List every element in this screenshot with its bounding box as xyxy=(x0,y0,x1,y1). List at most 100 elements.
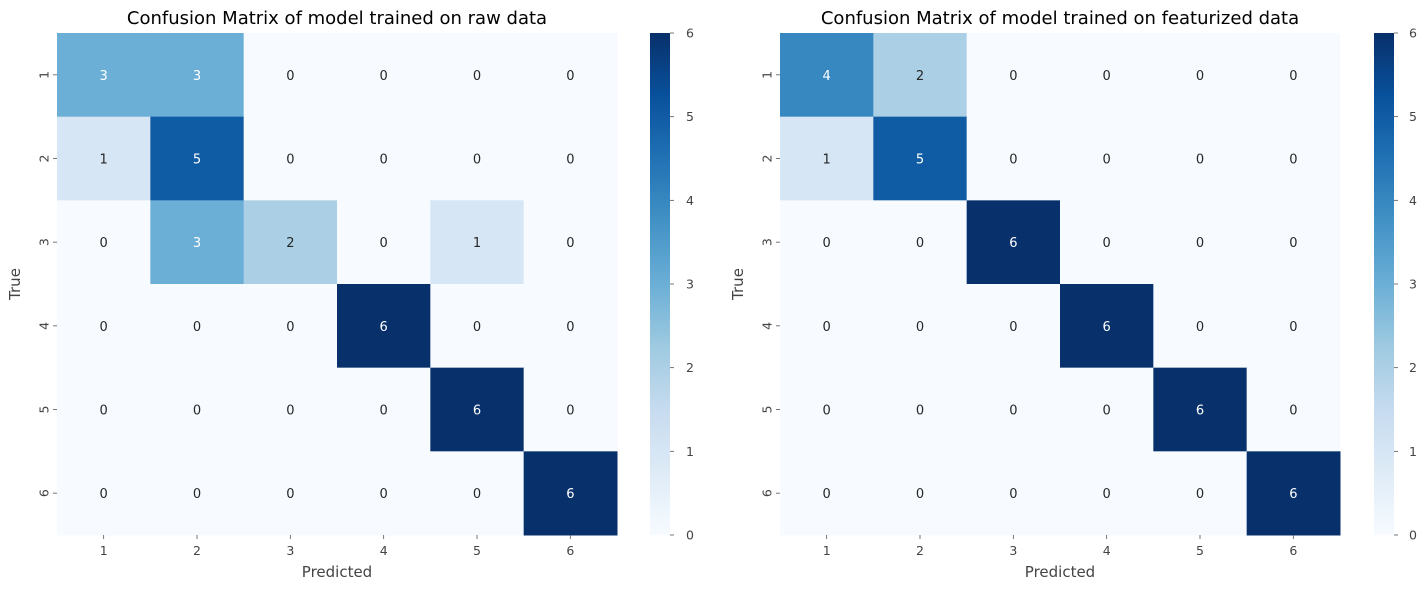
cell-value-label: 0 xyxy=(380,153,388,168)
cell-value-label: 0 xyxy=(916,404,924,419)
cell-value-label: 0 xyxy=(193,487,201,502)
heatmap-cell xyxy=(873,33,968,118)
colorbar-tick-label: 0 xyxy=(686,528,694,543)
heatmap-cell xyxy=(337,116,431,201)
heatmap-cell xyxy=(337,200,431,285)
cell-value-label: 3 xyxy=(193,236,201,251)
colorbar-tick-label: 1 xyxy=(686,444,694,459)
heatmap-cell xyxy=(337,367,431,452)
heatmap-cell xyxy=(873,200,968,285)
cell-value-label: 0 xyxy=(100,487,108,502)
heatmap-cell xyxy=(150,33,245,118)
cell-value-label: 1 xyxy=(823,153,831,168)
cell-value-label: 0 xyxy=(1103,236,1111,251)
heatmap-cell xyxy=(243,451,338,536)
heatmap-cell xyxy=(57,284,151,369)
heatmap-cell xyxy=(1153,367,1248,452)
heatmap-cell xyxy=(57,200,151,285)
colorbar-tick-label: 3 xyxy=(1409,277,1417,292)
cell-value-label: 4 xyxy=(823,69,831,84)
cell-value-label: 0 xyxy=(1289,236,1297,251)
cell-value-label: 0 xyxy=(1289,69,1297,84)
heatmap-cell xyxy=(57,116,151,201)
y-tick-label: 5 xyxy=(37,406,52,414)
colorbar-tick-label: 4 xyxy=(686,193,694,208)
heatmap-cell xyxy=(780,116,874,201)
cell-value-label: 0 xyxy=(823,236,831,251)
heatmap-cell xyxy=(243,284,338,369)
cell-value-label: 0 xyxy=(1103,69,1111,84)
heatmap-cell xyxy=(523,367,618,452)
colorbar-tick-label: 6 xyxy=(1409,26,1417,41)
cell-value-label: 0 xyxy=(380,236,388,251)
colorbar-tick-label: 2 xyxy=(1409,360,1417,375)
cell-value-label: 1 xyxy=(100,153,108,168)
cell-value-label: 2 xyxy=(286,236,294,251)
y-axis-label: True xyxy=(729,268,747,301)
heatmap-cell xyxy=(1060,284,1154,369)
x-tick-label: 1 xyxy=(823,543,831,558)
heatmap-cell xyxy=(243,200,338,285)
cell-value-label: 0 xyxy=(380,404,388,419)
cell-value-label: 0 xyxy=(916,320,924,335)
y-tick-label: 4 xyxy=(760,322,775,330)
heatmap-cell xyxy=(1246,284,1341,369)
heatmap-cell xyxy=(150,116,245,201)
cell-value-label: 2 xyxy=(916,69,924,84)
cell-value-label: 0 xyxy=(286,487,294,502)
cell-value-label: 0 xyxy=(566,404,574,419)
cell-value-label: 0 xyxy=(1289,153,1297,168)
heatmap-cell xyxy=(430,200,525,285)
heatmap-cell xyxy=(430,33,525,118)
heatmap-cell xyxy=(780,451,874,536)
heatmap-cell xyxy=(523,284,618,369)
heatmap-cell xyxy=(523,200,618,285)
cell-value-label: 0 xyxy=(286,153,294,168)
heatmap-cell xyxy=(1246,200,1341,285)
cell-value-label: 0 xyxy=(566,69,574,84)
cell-value-label: 0 xyxy=(1103,487,1111,502)
cell-value-label: 0 xyxy=(916,487,924,502)
heatmap-cell xyxy=(243,367,338,452)
cell-value-label: 0 xyxy=(286,320,294,335)
heatmap-cell xyxy=(523,451,618,536)
y-tick-label: 6 xyxy=(37,489,52,497)
heatmap-cell xyxy=(1060,116,1154,201)
cell-value-label: 0 xyxy=(286,69,294,84)
colorbar-tick-label: 0 xyxy=(1409,528,1417,543)
cell-value-label: 5 xyxy=(916,153,924,168)
cell-value-label: 0 xyxy=(100,236,108,251)
cell-value-label: 6 xyxy=(380,320,388,335)
cell-value-label: 0 xyxy=(823,404,831,419)
heatmap-cell xyxy=(1060,451,1154,536)
heatmap-cell xyxy=(1153,284,1248,369)
y-tick-label: 4 xyxy=(37,322,52,330)
cell-value-label: 0 xyxy=(1196,320,1204,335)
heatmap-cell xyxy=(1153,200,1248,285)
cell-value-label: 0 xyxy=(1009,320,1017,335)
colorbar-gradient xyxy=(650,33,670,535)
heatmap-cell xyxy=(150,451,245,536)
heatmap-cell xyxy=(873,367,968,452)
heatmap-cell xyxy=(966,367,1061,452)
cell-value-label: 6 xyxy=(1009,236,1017,251)
cell-value-label: 0 xyxy=(473,69,481,84)
cell-value-label: 0 xyxy=(1289,320,1297,335)
colorbar-tick-label: 5 xyxy=(686,109,694,124)
cell-value-label: 0 xyxy=(1103,404,1111,419)
heatmap-cell xyxy=(1060,367,1154,452)
cell-value-label: 3 xyxy=(193,69,201,84)
cell-value-label: 0 xyxy=(1009,404,1017,419)
x-tick-label: 5 xyxy=(473,543,481,558)
heatmap-cell xyxy=(1153,116,1248,201)
heatmap-cell xyxy=(57,451,151,536)
x-tick-label: 3 xyxy=(286,543,294,558)
cell-value-label: 6 xyxy=(1196,404,1204,419)
cell-value-label: 0 xyxy=(380,69,388,84)
heatmap-cell xyxy=(1153,33,1248,118)
heatmap-cell xyxy=(150,200,245,285)
heatmap-cell xyxy=(243,116,338,201)
colorbar-tick-label: 3 xyxy=(686,277,694,292)
cell-value-label: 0 xyxy=(473,153,481,168)
